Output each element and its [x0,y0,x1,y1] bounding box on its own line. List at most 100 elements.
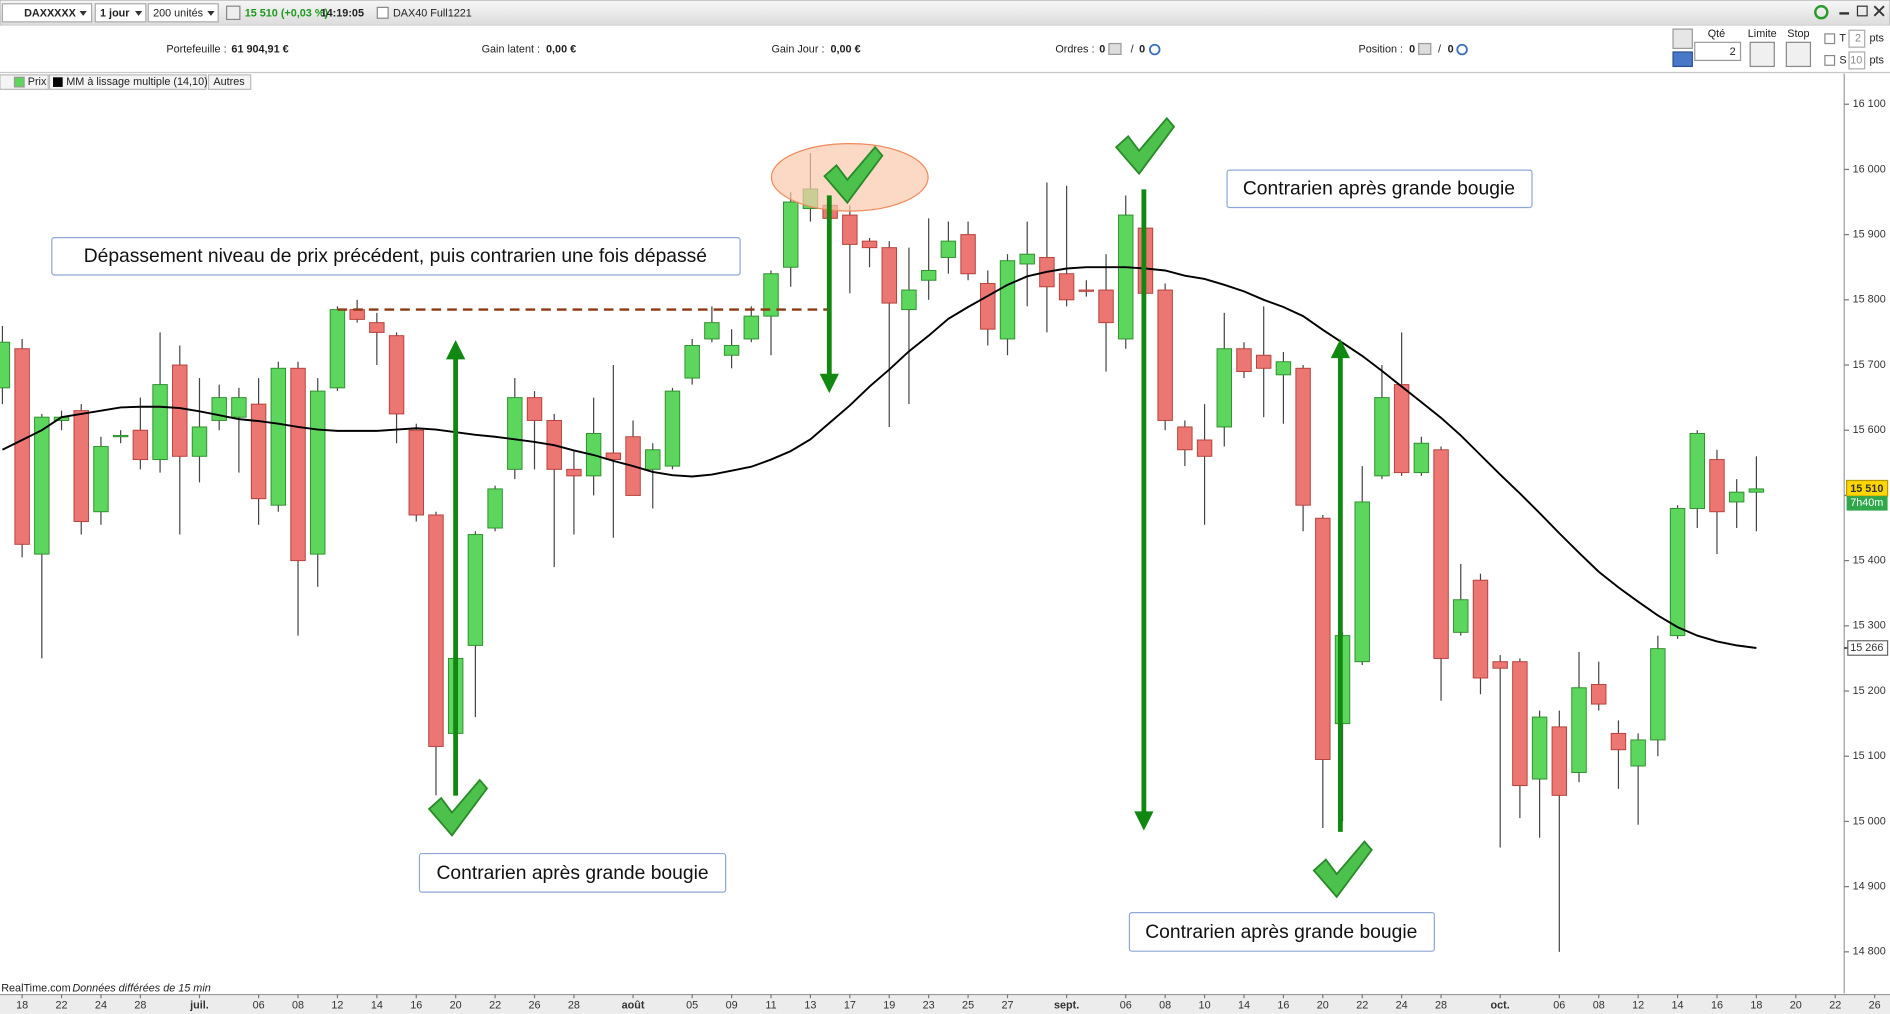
arrow [1134,189,1154,831]
legend-tab[interactable] [48,74,207,90]
symbol-box[interactable] [1,3,93,23]
value: 0 [1409,43,1415,55]
separator-text: / [1131,43,1135,55]
candle-body [1255,354,1272,369]
arrow [819,195,839,394]
label: Qté [1708,28,1725,40]
x-tick-label: 13 [804,999,816,1011]
ma-line [1,266,1757,649]
icon[interactable] [1418,42,1432,55]
x-tick-label: 14 [1238,999,1250,1011]
candle-body [920,269,937,281]
x-tick-label: 22 [1356,999,1368,1011]
stop-button[interactable] [1785,41,1812,68]
x-tick-label: 25 [962,999,974,1011]
account-bar [0,25,1890,73]
legend-swatch [53,77,63,87]
x-tick-label: 26 [528,999,540,1011]
period: 1 jour [100,7,130,19]
candle-body [980,283,996,330]
checkbox[interactable] [1824,54,1836,66]
icon[interactable] [376,6,389,19]
label: Portefeuille : [166,43,226,55]
candle-body [1216,348,1232,428]
countdown-box [1846,496,1888,511]
note-box [1128,911,1435,952]
restore[interactable] [1856,5,1868,17]
input[interactable] [1848,29,1866,48]
note-box [1226,169,1533,209]
candle-body [566,468,582,477]
units-box[interactable] [147,3,219,23]
close[interactable] [1873,5,1885,17]
candle-body [723,344,740,356]
candle-body [664,390,681,467]
x-tick-label: 22 [489,999,501,1011]
candle-body [1551,726,1568,796]
value: 0,00 € [830,43,860,55]
annotations: Dépassement niveau de prix précédent, pu… [51,117,1533,952]
refresh[interactable] [1814,4,1829,20]
y-tick-label: 15 400 [1853,554,1886,566]
arrow [445,340,466,796]
x-tick-label: 22 [1829,999,1841,1011]
candle-body [763,273,779,317]
x-tick-label: 16 [1277,999,1289,1011]
dropdown[interactable] [79,10,87,16]
checkbox[interactable] [1824,33,1836,45]
x-tick-label: 26 [1869,999,1881,1011]
candle-body [467,534,484,646]
icon[interactable] [1149,43,1161,56]
candle-body [1433,449,1449,659]
icon[interactable] [1108,42,1122,55]
label: Gain Jour : [771,43,824,55]
limit-button[interactable] [1749,41,1775,68]
candle-body [1157,289,1173,421]
x-tick-label: 16 [1711,999,1723,1011]
icon[interactable] [226,5,241,21]
dropdown[interactable] [135,10,143,16]
candle-body [1571,687,1587,774]
icon[interactable] [1456,43,1468,56]
candle-body [645,449,661,470]
dropdown[interactable] [207,10,215,16]
candle-body [369,322,385,333]
y-tick-label: 15 600 [1853,424,1886,436]
candle-body [1591,684,1607,705]
period-box[interactable] [94,3,147,23]
x-tick-label: 06 [1120,999,1132,1011]
time: 14:19:05 [321,7,364,19]
legend-tab[interactable] [207,74,252,90]
candle-body [428,514,444,747]
label: Gain latent : [482,43,540,55]
x-tick-label: 10 [1199,999,1211,1011]
legend-swatch [13,76,25,88]
candle-body [1058,273,1075,301]
minimize[interactable] [1839,12,1850,15]
candle-body [999,260,1016,340]
toolbar [0,0,1890,27]
x-tick-label: juil. [189,999,209,1011]
input[interactable] [1848,51,1866,70]
legend-label: Autres [213,76,245,88]
legend-label: Prix [28,76,47,88]
qty-input[interactable] [1694,41,1742,62]
window-controls[interactable] [1814,4,1885,20]
x-tick-label: 12 [1632,999,1644,1011]
candle-body [842,214,858,245]
keyboard-icon[interactable] [1672,51,1693,68]
candle-body [1078,289,1095,292]
candle-body [1630,739,1646,767]
symbol: DAXXXXX [24,7,77,19]
tool-icon[interactable] [1672,28,1693,49]
x-tick-label: 28 [568,999,580,1011]
ma-marker-label: 15 266 [1850,642,1883,654]
candle-body [1728,491,1745,503]
plot-area [0,73,1845,994]
candle-body [783,201,799,268]
countdown: 7h40m [1850,497,1883,509]
candle-body [329,309,346,389]
candle-body [1472,579,1489,679]
candle-body [388,335,405,415]
